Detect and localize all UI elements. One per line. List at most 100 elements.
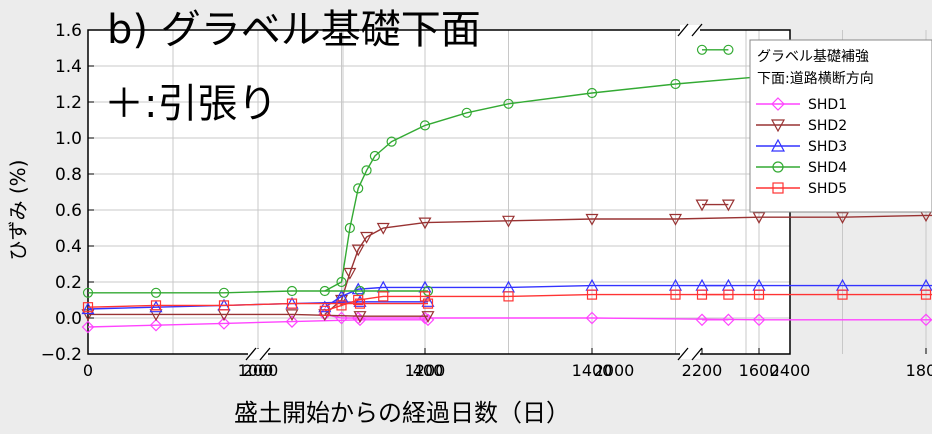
series-shd5-point — [753, 289, 765, 300]
series-shd2-line — [88, 313, 428, 317]
series-shd1-point — [752, 313, 766, 327]
series-shd1-point — [149, 318, 163, 332]
series-shd5-line — [324, 293, 932, 312]
axis-break-gap — [680, 349, 700, 359]
series-shd2-point — [418, 217, 432, 230]
x-tick-label: 200 — [243, 361, 274, 380]
legend-title-line-1: グラベル基礎補強 — [757, 49, 869, 65]
series-shd1-point — [217, 317, 231, 330]
series-shd5-point — [82, 302, 94, 313]
series-shd4-point — [218, 287, 230, 298]
series-shd2-point — [360, 231, 374, 244]
series-shd5-point — [286, 298, 298, 309]
series-shd2-point — [343, 267, 357, 280]
series-shd5-point — [218, 300, 230, 311]
series-shd2-point — [585, 213, 599, 226]
axis-break-slash — [691, 347, 703, 361]
series-shd2-point — [668, 213, 683, 226]
legend-label-shd3: SHD3 — [808, 139, 847, 155]
y-tick-label: 0.6 — [55, 201, 82, 221]
chart-subtitle: ＋:引張り — [104, 81, 278, 127]
series-shd4-point — [386, 136, 397, 147]
axis-break-slash — [259, 347, 271, 361]
series-shd4-point — [670, 78, 681, 90]
series-shd4-point — [336, 276, 347, 288]
series-shd4-point — [461, 107, 472, 118]
axis-break-slash — [691, 23, 703, 37]
series-shd2-point — [376, 222, 390, 235]
x-tick-label: 1400 — [572, 361, 613, 380]
series-shd1-point — [722, 313, 735, 327]
x-tick-label: 1600 — [739, 361, 780, 380]
x-tick-label: 2200 — [682, 361, 723, 380]
axis-break-gap — [680, 25, 700, 35]
series-shd5-point — [723, 289, 734, 300]
legend-label-shd4: SHD4 — [808, 160, 847, 176]
series-shd4-point — [361, 165, 372, 176]
x-tick-label: 400 — [413, 361, 444, 380]
x-tick-label: 2000 — [594, 361, 635, 380]
series-shd1-line — [87, 319, 428, 328]
axis-break-slash — [677, 347, 689, 361]
series-shd4-point — [422, 285, 434, 297]
series-shd3-point — [81, 302, 95, 315]
series-shd4-point — [419, 120, 431, 131]
series-shd1-point — [81, 320, 95, 334]
legend-marker-shd5 — [772, 182, 784, 194]
series-shd5-point — [319, 305, 330, 316]
legend-label-shd5: SHD5 — [808, 181, 847, 197]
series-shd5-point — [920, 289, 932, 300]
series-shd1-point — [695, 313, 709, 327]
chart-title: b) グラベル基礎下面 — [107, 7, 481, 53]
x-tick-label: 1000 — [238, 361, 279, 380]
series-shd2-point — [721, 199, 735, 212]
series-shd4-point — [319, 285, 330, 297]
x-tick-label: 1200 — [405, 361, 446, 380]
series-shd2-point — [501, 215, 516, 228]
y-tick-label: 1.0 — [55, 129, 82, 149]
y-tick-label: 0.4 — [55, 237, 82, 257]
series-shd1-point — [919, 313, 932, 327]
series-shd3-point — [149, 300, 163, 313]
series-shd2-point — [752, 212, 766, 224]
series-shd5-point — [150, 300, 162, 311]
axis-break-slash — [677, 23, 689, 37]
x-tick-label: 2400 — [770, 361, 811, 380]
series-shd4-point — [696, 44, 708, 55]
series-shd5-point — [353, 294, 364, 306]
legend-marker-shd4 — [772, 161, 784, 173]
series-shd4-point — [82, 287, 94, 298]
axis-break-slash — [245, 347, 257, 361]
series-shd4-point — [286, 285, 298, 297]
series-shd2-point — [835, 212, 850, 224]
series-shd4-point — [353, 183, 364, 194]
y-axis-label: ひずみ (%) — [6, 159, 30, 261]
series-shd5-point — [336, 300, 347, 311]
series-shd2-point — [285, 309, 299, 322]
y-tick-label: −0.2 — [41, 345, 82, 365]
series-shd2-point — [353, 311, 367, 323]
legend-title-line-2: 下面:道路横断方向 — [757, 71, 874, 87]
series-shd1-line — [324, 313, 932, 321]
x-axis-label: 盛土開始からの経過日数（日） — [234, 399, 570, 427]
y-tick-label: 1.4 — [55, 57, 82, 77]
legend-label-shd2: SHD2 — [808, 118, 847, 134]
series-shd4-point — [150, 287, 162, 298]
series-shd2-point — [81, 309, 95, 322]
series-shd5-point — [837, 289, 848, 300]
series-shd5-point — [419, 291, 431, 302]
series-shd1-point — [285, 315, 299, 328]
series-shd5-point — [670, 289, 681, 300]
y-tick-label: 1.2 — [55, 93, 82, 113]
series-shd4-point — [586, 87, 598, 99]
x-tick-label: 0 — [83, 361, 93, 380]
y-tick-label: 0.2 — [55, 273, 82, 293]
axis-break-gap — [248, 349, 268, 359]
series-shd5-point — [378, 291, 389, 302]
y-tick-label: 1.6 — [55, 21, 82, 41]
series-shd4-point — [369, 150, 380, 162]
series-shd5-point — [696, 289, 708, 300]
series-shd4-point — [723, 44, 734, 55]
